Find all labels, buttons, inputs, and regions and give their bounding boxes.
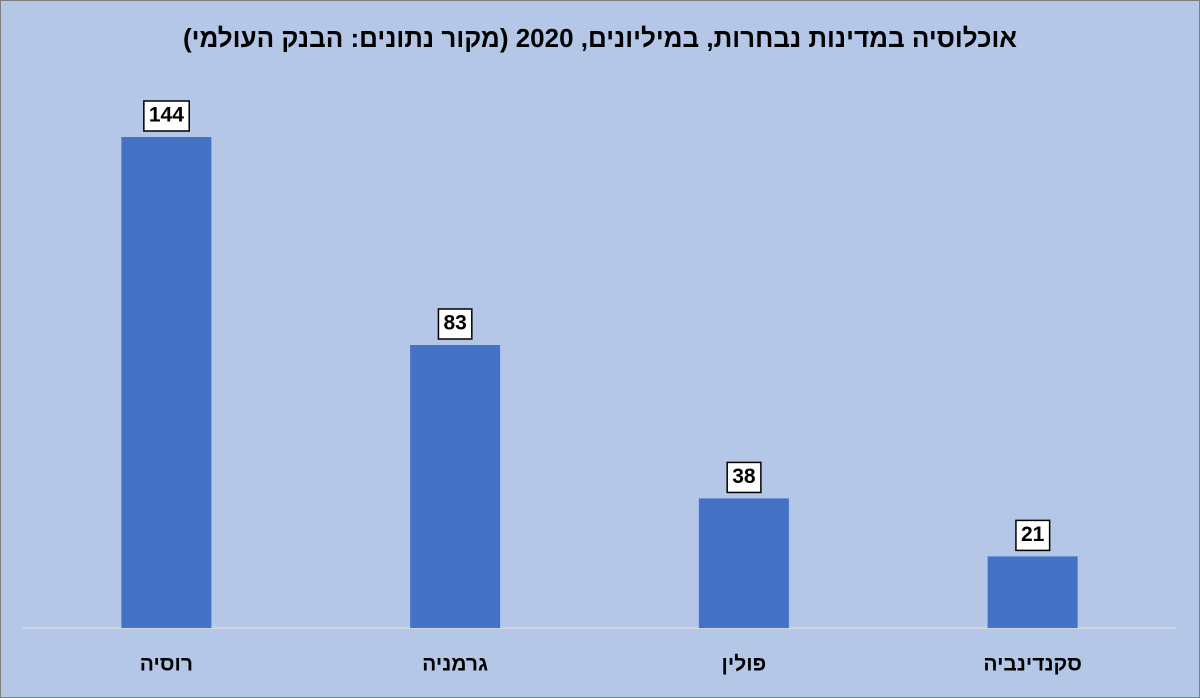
value-label-box xyxy=(726,461,762,494)
bar xyxy=(410,344,501,628)
value-label: 83 xyxy=(443,312,466,335)
value-label-box xyxy=(437,308,473,340)
value-label: 21 xyxy=(1021,523,1045,546)
x-tick-label: פולין xyxy=(722,653,767,676)
value-label: 144 xyxy=(149,104,184,127)
bar xyxy=(121,137,212,628)
x-tick-label: רוסיה xyxy=(140,653,193,676)
x-tick-label: גרמניה xyxy=(422,653,488,676)
value-label: 38 xyxy=(732,465,756,488)
value-label-box xyxy=(1015,519,1051,552)
value-label-box xyxy=(143,100,190,132)
chart-title: אוכלוסיה במדינות נבחרות, במיליונים, 2020… xyxy=(183,23,1017,53)
bar xyxy=(987,556,1078,628)
x-tick-label: סקנדינביה xyxy=(983,653,1082,676)
bar xyxy=(698,498,789,628)
